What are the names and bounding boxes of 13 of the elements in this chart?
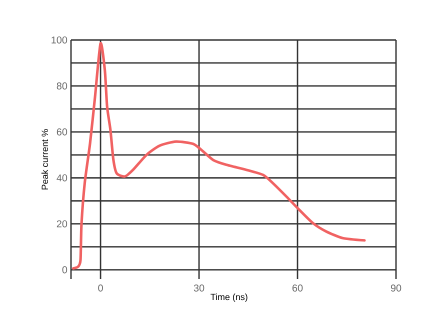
y-axis-title: Peak current % [41, 129, 48, 190]
x-tick-label: 0 [98, 284, 103, 292]
y-tick-label: 100 [52, 36, 68, 44]
x-axis-title: Time (ns) [210, 294, 248, 302]
y-tick-label: 40 [56, 174, 68, 182]
y-tick-label: 80 [56, 82, 68, 90]
x-tick-label: 60 [292, 284, 303, 292]
y-tick-label: 60 [56, 128, 68, 136]
y-tick-label: 20 [56, 220, 68, 228]
y-tick-label: 0 [62, 266, 68, 274]
x-tick-label: 30 [194, 284, 204, 292]
x-tick-label: 90 [390, 284, 402, 292]
line-series [72, 42, 366, 270]
